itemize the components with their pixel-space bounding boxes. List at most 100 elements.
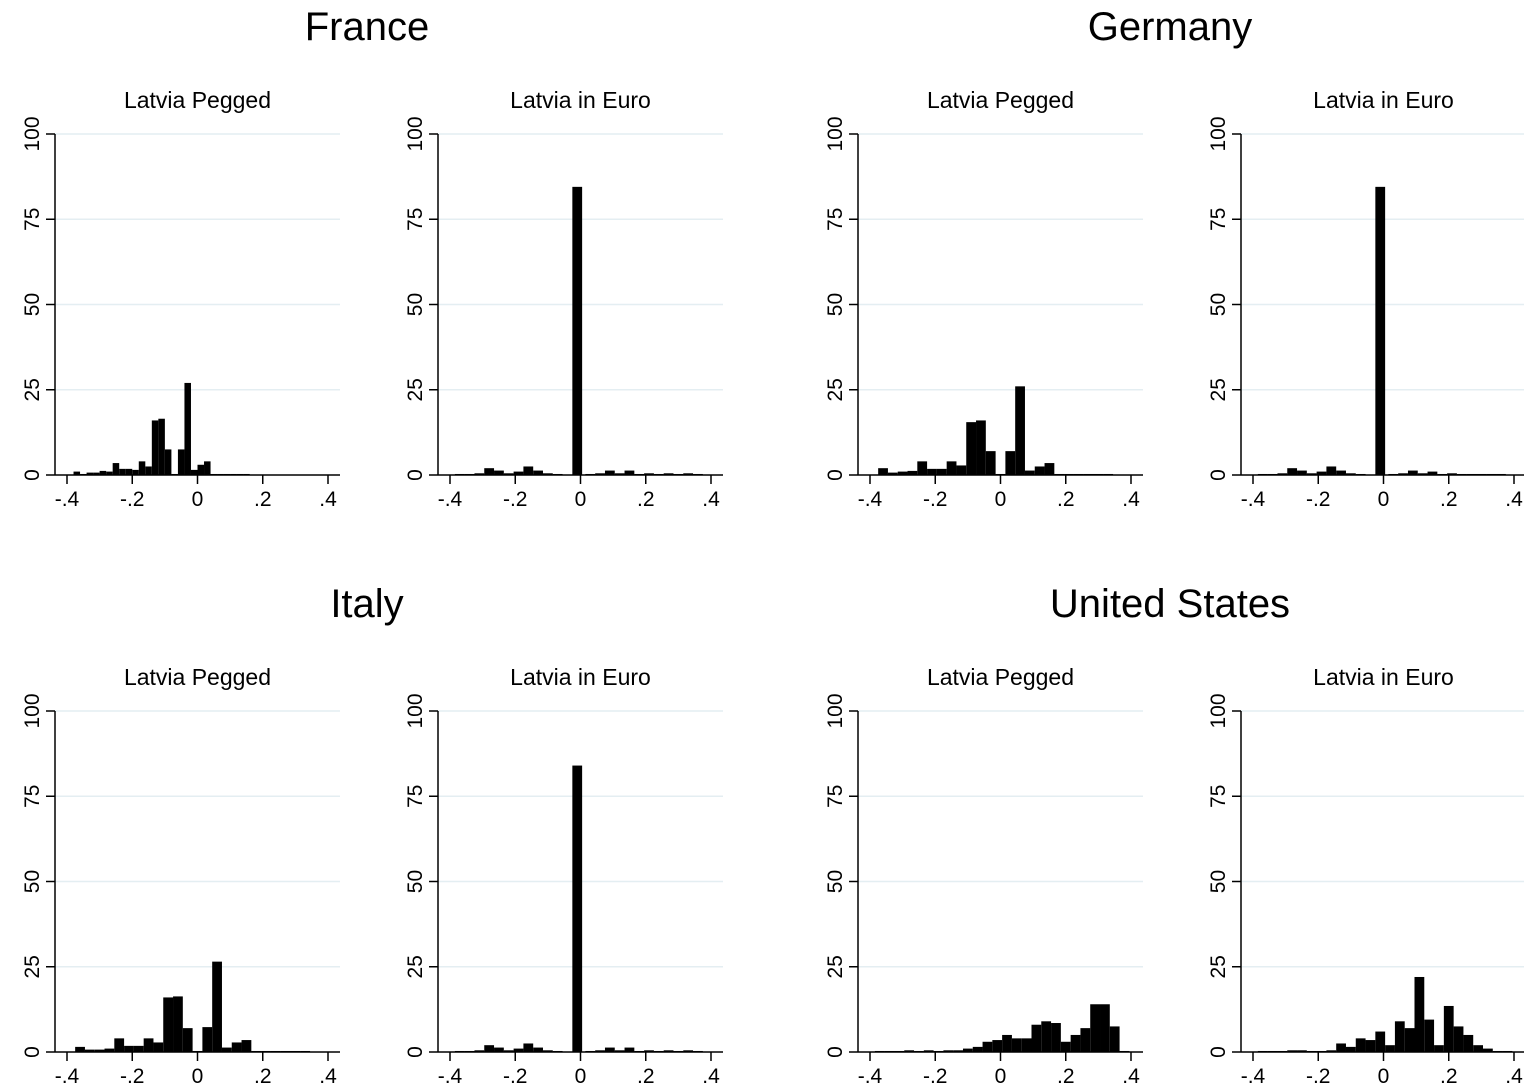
y-tick-label: 50: [824, 870, 847, 893]
histogram-bar: [604, 470, 615, 475]
y-tick-label: 25: [21, 378, 44, 401]
histogram-bar: [164, 449, 172, 475]
histogram-bar: [75, 1046, 85, 1052]
histogram-bar: [84, 1049, 95, 1052]
y-tick-label: 75: [824, 785, 847, 808]
subplot-title: Latvia in Euro: [1313, 87, 1454, 113]
histogram-bar: [1277, 473, 1288, 475]
histogram-bar: [982, 1041, 993, 1052]
histogram-bar: [231, 1042, 242, 1052]
histogram-bar: [1297, 1050, 1307, 1052]
histogram-bar: [927, 468, 937, 475]
histogram-bar: [1443, 1005, 1454, 1052]
subplot-title: Latvia Pegged: [124, 664, 271, 690]
x-tick-label: -.4: [858, 488, 883, 511]
histogram-bar: [212, 961, 222, 1052]
x-tick-label: .2: [254, 1065, 272, 1088]
y-tick-label: 75: [1207, 208, 1230, 231]
histogram-bar: [572, 765, 583, 1052]
y-tick-label: 25: [1207, 378, 1230, 401]
subplot-title: Latvia Pegged: [124, 87, 271, 113]
y-tick-label: 100: [21, 116, 44, 151]
y-tick-label: 75: [404, 785, 427, 808]
histogram-bar: [624, 1047, 635, 1052]
histogram-bar: [663, 1050, 674, 1052]
histogram-bar: [138, 461, 146, 475]
histogram-bar: [513, 471, 524, 475]
histogram-bar: [99, 470, 107, 475]
y-tick-label: 25: [404, 378, 427, 401]
histogram-bar: [494, 470, 504, 475]
x-tick-label: 0: [575, 488, 587, 511]
histogram-bar: [93, 472, 100, 475]
histogram-bar: [1424, 1019, 1435, 1052]
histogram-bar: [1375, 186, 1386, 476]
histogram-bar: [112, 463, 120, 475]
histogram-bar: [119, 468, 126, 475]
subplot-title: Latvia in Euro: [510, 664, 651, 690]
histogram-bar: [1375, 1031, 1386, 1052]
x-tick-label: .2: [1057, 488, 1075, 511]
histogram-bar: [897, 471, 908, 475]
y-tick-label: 50: [1207, 293, 1230, 316]
histogram-bar: [1041, 1021, 1052, 1052]
subplot: Latvia in Euro 0 25 50 75 100 -.4 -.2 0 .2 .4: [1207, 87, 1524, 511]
y-tick-label: 0: [824, 469, 847, 481]
x-tick-label: .4: [319, 488, 337, 511]
histogram-bar: [943, 1050, 954, 1052]
histogram-bar: [683, 1050, 694, 1052]
x-tick-label: .4: [702, 488, 720, 511]
y-tick-label: 50: [21, 293, 44, 316]
histogram-bar: [197, 464, 205, 475]
histogram-bar: [1417, 473, 1428, 475]
x-tick-label: -.4: [55, 488, 80, 511]
histogram-bar: [1034, 466, 1045, 475]
histogram-bar: [204, 461, 211, 475]
x-tick-label: 0: [192, 1065, 204, 1088]
histogram-bar: [663, 473, 674, 475]
x-tick-label: -.4: [55, 1065, 80, 1088]
histogram-bar: [1306, 473, 1317, 475]
x-tick-label: 0: [192, 488, 204, 511]
histogram-bar: [917, 461, 928, 475]
histogram-bar: [962, 1048, 973, 1052]
histogram-bar: [533, 1047, 543, 1052]
histogram-bar: [1002, 1034, 1012, 1052]
x-tick-label: .2: [1440, 488, 1458, 511]
x-tick-label: 0: [575, 1065, 587, 1088]
y-tick-label: 100: [404, 693, 427, 728]
y-tick-label: 100: [21, 693, 44, 728]
x-tick-label: .4: [319, 1065, 337, 1088]
histogram-bar: [1021, 1038, 1032, 1052]
x-tick-label: .4: [1122, 1065, 1140, 1088]
histogram-bar: [946, 461, 957, 475]
x-tick-label: .2: [637, 488, 655, 511]
y-tick-label: 50: [404, 870, 427, 893]
histogram-bar: [1434, 1045, 1444, 1052]
y-tick-label: 100: [824, 693, 847, 728]
histogram-bar: [1345, 1046, 1356, 1052]
x-tick-label: .4: [702, 1065, 720, 1088]
histogram-bar: [1070, 1034, 1081, 1052]
histogram-bar: [1463, 1034, 1474, 1052]
subplot: Latvia Pegged 0 25 50 75 100 -.4 -.2 0 .2 .4: [21, 87, 340, 511]
histogram-bar: [158, 418, 165, 475]
histogram-bar: [1326, 1050, 1337, 1052]
histogram-bar: [887, 472, 898, 475]
histogram-bar: [73, 471, 81, 475]
x-tick-label: .2: [637, 1065, 655, 1088]
subplot-title: Latvia in Euro: [1313, 664, 1454, 690]
histogram-bar: [163, 997, 174, 1052]
histogram-bar: [484, 1045, 495, 1052]
histogram-bar: [1316, 471, 1327, 475]
histogram-bar: [644, 1050, 654, 1052]
histogram-bar: [503, 1050, 514, 1052]
x-tick-label: -.4: [1241, 1065, 1266, 1088]
histogram-bar: [976, 420, 986, 475]
y-tick-label: 100: [1207, 693, 1230, 728]
subplot: Latvia Pegged 0 25 50 75 100 -.4 -.2 0 .2 .4: [824, 664, 1143, 1088]
histogram-bar: [1287, 1050, 1298, 1052]
histogram-bar: [523, 466, 534, 475]
x-tick-label: 0: [1378, 1065, 1390, 1088]
histogram-bar: [1404, 1028, 1415, 1052]
